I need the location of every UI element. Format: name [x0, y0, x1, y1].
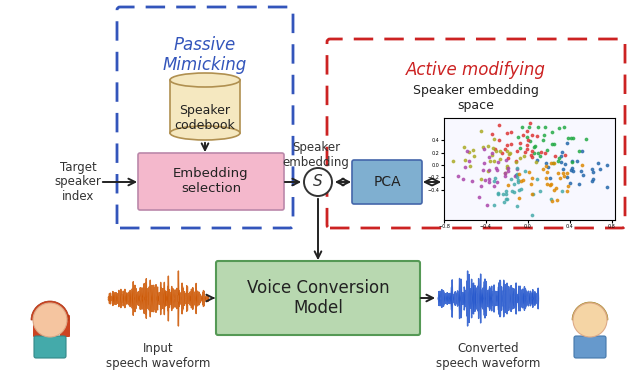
FancyBboxPatch shape: [574, 336, 606, 358]
Text: Speaker
embedding: Speaker embedding: [282, 141, 350, 169]
Bar: [170, 80, 240, 133]
Text: Active modifying: Active modifying: [406, 61, 546, 79]
Circle shape: [33, 303, 67, 337]
FancyBboxPatch shape: [34, 336, 66, 358]
Circle shape: [573, 303, 607, 337]
Circle shape: [304, 168, 332, 196]
Wedge shape: [572, 302, 608, 320]
Text: Speaker
codebook: Speaker codebook: [174, 104, 235, 132]
Text: PCA: PCA: [373, 175, 401, 189]
Wedge shape: [31, 301, 69, 320]
Text: Target
speaker
index: Target speaker index: [54, 161, 102, 204]
Text: Embedding
selection: Embedding selection: [173, 167, 249, 196]
Text: Passive
Mimicking: Passive Mimicking: [163, 36, 247, 75]
Text: S: S: [313, 174, 323, 190]
Text: Converted
speech waveform: Converted speech waveform: [436, 342, 540, 370]
FancyBboxPatch shape: [33, 315, 43, 337]
FancyBboxPatch shape: [352, 160, 422, 204]
Text: Speaker embedding
space: Speaker embedding space: [413, 84, 539, 112]
Ellipse shape: [170, 73, 240, 87]
FancyBboxPatch shape: [138, 153, 284, 210]
Text: Voice Conversion
Model: Voice Conversion Model: [247, 279, 389, 318]
Ellipse shape: [170, 126, 240, 140]
Text: Input
speech waveform: Input speech waveform: [106, 342, 210, 370]
FancyBboxPatch shape: [216, 261, 420, 335]
FancyBboxPatch shape: [60, 315, 70, 337]
